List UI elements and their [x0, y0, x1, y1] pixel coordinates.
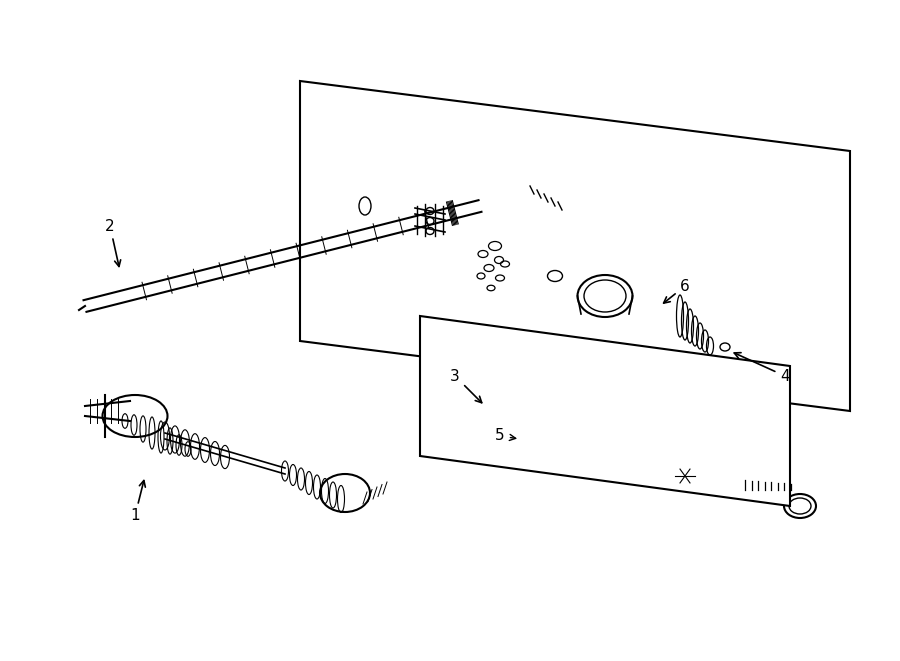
Polygon shape [300, 81, 850, 411]
Text: 6: 6 [663, 278, 690, 303]
Text: 3: 3 [450, 368, 482, 403]
Text: 1: 1 [130, 481, 146, 524]
Text: 4: 4 [734, 353, 790, 383]
Text: 2: 2 [105, 219, 121, 266]
Polygon shape [420, 316, 790, 506]
Text: 5: 5 [495, 428, 516, 444]
